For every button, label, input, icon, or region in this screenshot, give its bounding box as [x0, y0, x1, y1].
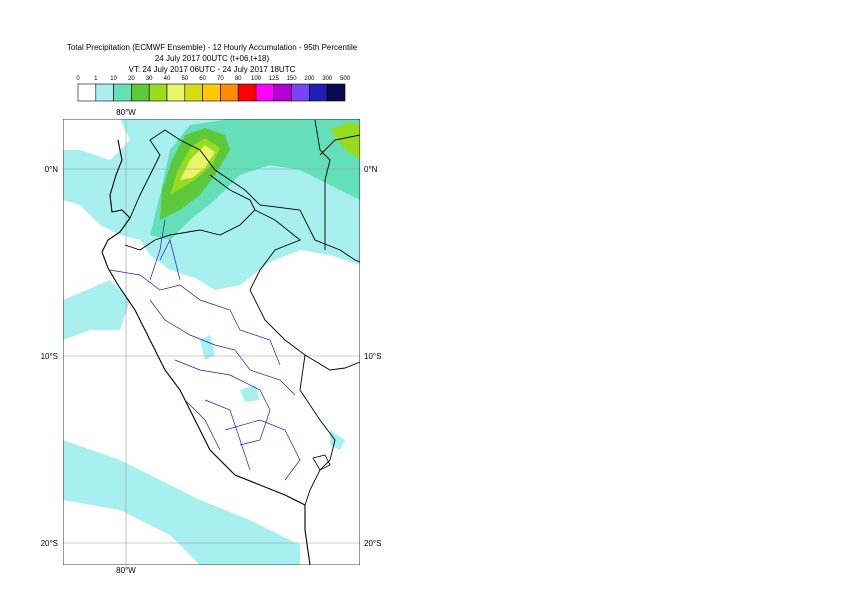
- legend-label: 150: [287, 76, 298, 82]
- legend-swatch: [148, 83, 168, 102]
- legend-label: 100: [251, 76, 262, 82]
- legend-swatch: [77, 83, 97, 102]
- lat-label: 0°N: [364, 165, 378, 174]
- legend-label: 0: [76, 76, 80, 82]
- legend-swatch: [202, 83, 221, 102]
- legend-label: 70: [217, 76, 224, 82]
- legend-label: 300: [322, 76, 333, 82]
- legend-swatch: [166, 83, 186, 102]
- legend-label: 125: [269, 76, 280, 82]
- legend-swatch: [273, 83, 292, 102]
- legend-label: 20: [128, 76, 135, 82]
- legend-swatch: [95, 83, 114, 102]
- legend-swatch: [113, 83, 132, 102]
- legend-label: 80: [235, 76, 242, 82]
- legend-label: 200: [304, 76, 315, 82]
- lat-label: 10°S: [364, 352, 381, 361]
- legend: 0 1 10 20 30 40 50 60 70 80 100 125 150 200 300 500: [76, 76, 351, 102]
- legend-swatch: [131, 83, 150, 102]
- legend-swatch: [326, 83, 346, 102]
- legend-swatch: [255, 83, 275, 102]
- lat-label: 10°S: [41, 352, 58, 361]
- title-line: Total Precipitation (ECMWF Ensemble) - 1…: [67, 43, 358, 52]
- graticule-labels: 80°W 80°W 0°N 0°N 10°S 10°S 20°S 20°S: [41, 108, 382, 575]
- title-block: Total Precipitation (ECMWF Ensemble) - 1…: [67, 43, 358, 74]
- legend-label: 10: [110, 76, 117, 82]
- lat-label: 0°N: [45, 165, 59, 174]
- legend-label: 60: [199, 76, 206, 82]
- lat-label: 20°S: [41, 539, 58, 548]
- legend-label: 500: [340, 76, 351, 82]
- legend-swatch: [220, 83, 239, 102]
- legend-label: 50: [181, 76, 188, 82]
- lon-label: 80°W: [116, 566, 136, 575]
- legend-label: 30: [146, 76, 153, 82]
- lat-label: 20°S: [364, 539, 381, 548]
- legend-label: 40: [164, 76, 171, 82]
- map: [63, 119, 360, 565]
- legend-swatch: [237, 83, 257, 102]
- legend-swatch: [291, 83, 310, 102]
- title-line: 24 July 2017 00UTC (t+06,t+18): [155, 54, 270, 63]
- legend-swatch: [184, 83, 203, 102]
- legend-swatch: [309, 83, 328, 102]
- lon-label: 80°W: [116, 108, 136, 117]
- legend-label: 1: [94, 76, 98, 82]
- title-line: VT: 24 July 2017 06UTC - 24 July 2017 18…: [129, 65, 296, 74]
